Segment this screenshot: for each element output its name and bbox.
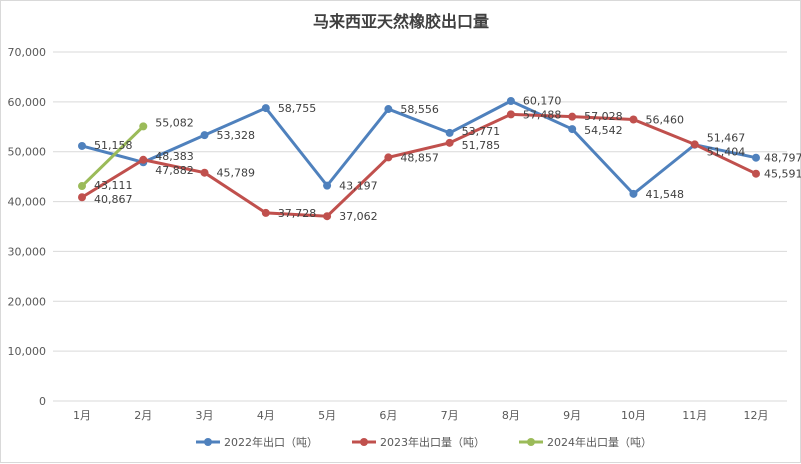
series-line <box>81 99 757 196</box>
legend-label: 2024年出口量（吨） <box>547 435 652 449</box>
x-tick-label: 2月 <box>134 409 152 422</box>
data-label: 48,797 <box>764 152 801 165</box>
data-label: 48,857 <box>400 151 439 164</box>
data-label: 57,488 <box>523 109 562 122</box>
series-line <box>81 112 757 218</box>
data-point <box>384 153 393 162</box>
data-point <box>200 131 209 140</box>
data-label: 56,460 <box>645 114 684 127</box>
y-tick-label: 60,000 <box>8 96 47 109</box>
data-label: 48,383 <box>155 150 194 163</box>
x-tick-label: 1月 <box>73 409 91 422</box>
data-label: 60,170 <box>523 95 562 108</box>
data-point <box>139 155 148 164</box>
data-point <box>629 189 638 198</box>
data-label: 43,197 <box>339 180 378 193</box>
data-label: 37,728 <box>278 207 317 220</box>
data-label: 45,591 <box>764 168 801 181</box>
legend-marker <box>360 438 368 446</box>
data-label: 40,867 <box>94 193 133 206</box>
data-label: 51,467 <box>707 132 746 145</box>
y-tick-label: 20,000 <box>8 295 47 308</box>
data-point <box>323 181 332 190</box>
legend-label: 2022年出口（吨） <box>224 435 318 449</box>
y-tick-label: 50,000 <box>8 146 47 159</box>
data-point <box>690 140 699 149</box>
x-tick-label: 9月 <box>563 409 581 422</box>
data-point <box>506 110 515 119</box>
data-label: 37,062 <box>339 210 378 223</box>
y-tick-label: 10,000 <box>8 345 47 358</box>
y-tick-label: 70,000 <box>8 46 47 59</box>
data-point <box>261 104 270 113</box>
x-tick-label: 4月 <box>257 409 275 422</box>
data-point <box>568 125 577 134</box>
data-label: 53,771 <box>462 125 501 138</box>
data-label: 55,082 <box>155 117 194 130</box>
series-line <box>80 125 145 188</box>
y-tick-label: 0 <box>39 395 46 408</box>
data-point <box>323 212 332 221</box>
data-label: 58,556 <box>400 103 439 116</box>
x-tick-label: 6月 <box>379 409 397 422</box>
data-point <box>445 138 454 147</box>
chart-title: 马来西亚天然橡胶出口量 <box>313 12 489 31</box>
data-point <box>78 193 86 202</box>
data-label: 51,785 <box>462 139 501 152</box>
legend-label: 2023年出口量（吨） <box>380 435 485 449</box>
legend-marker <box>204 438 212 446</box>
data-point <box>445 128 454 137</box>
x-tick-label: 5月 <box>318 409 336 422</box>
x-tick-label: 8月 <box>502 409 520 422</box>
x-tick-label: 10月 <box>621 409 646 422</box>
data-label: 58,755 <box>278 102 317 115</box>
data-point <box>261 208 270 217</box>
data-point <box>78 141 86 150</box>
data-point <box>200 168 209 177</box>
data-label: 53,328 <box>217 129 256 142</box>
x-tick-label: 7月 <box>441 409 459 422</box>
x-tick-label: 3月 <box>196 409 214 422</box>
data-label: 43,111 <box>94 179 133 192</box>
y-tick-label: 30,000 <box>8 245 47 258</box>
data-point <box>506 97 515 106</box>
data-point <box>752 153 760 162</box>
legend-marker <box>527 438 535 446</box>
data-label: 45,789 <box>217 167 256 180</box>
y-tick-label: 40,000 <box>8 196 47 209</box>
data-label: 54,542 <box>584 124 623 137</box>
data-label: 51,158 <box>94 139 133 152</box>
x-tick-label: 11月 <box>682 409 707 422</box>
x-tick-label: 12月 <box>744 409 769 422</box>
data-label: 47,882 <box>155 164 194 177</box>
data-point <box>384 105 393 114</box>
data-label: 51,404 <box>707 146 746 159</box>
data-label: 41,548 <box>645 188 684 201</box>
data-point <box>139 122 148 131</box>
data-point <box>752 169 760 178</box>
data-point <box>568 112 577 121</box>
data-point <box>629 115 638 124</box>
data-label: 57,028 <box>584 110 623 123</box>
data-point <box>78 182 86 191</box>
